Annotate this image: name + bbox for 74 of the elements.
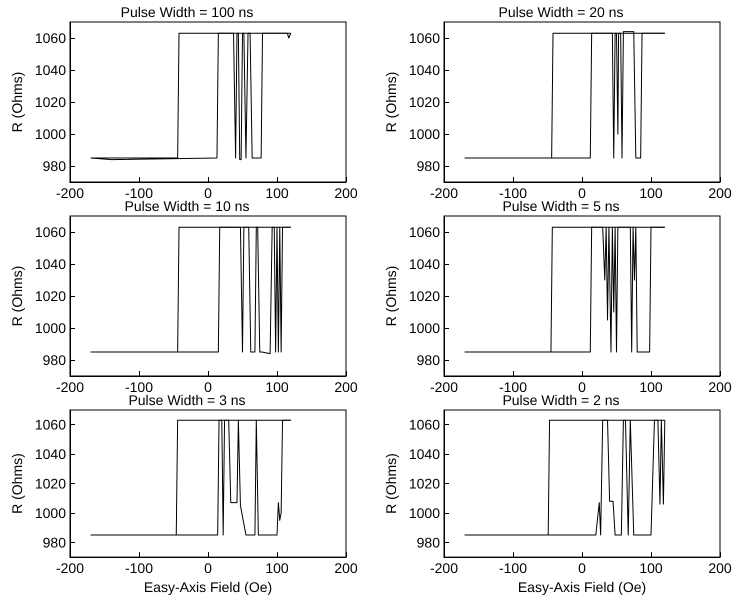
x-tick-label: 200 (334, 379, 358, 395)
x-tick-label: -200 (56, 379, 84, 395)
y-tick-label: 1060 (34, 416, 66, 433)
y-tick-label: 1040 (408, 256, 440, 272)
x-tick-label: 0 (204, 560, 212, 576)
y-tick-label: 1060 (408, 416, 440, 433)
x-tick-label: 0 (204, 185, 212, 201)
y-tick-label: 980 (416, 534, 440, 550)
x-tick-label: 100 (639, 379, 663, 395)
x-tick-label: 200 (334, 185, 358, 201)
y-tick-label: 1020 (408, 94, 440, 110)
y-axis-title: R (Ohms) (382, 72, 399, 132)
y-tick-label: 1000 (408, 504, 440, 521)
y-axis-title: R (Ohms) (382, 266, 399, 326)
y-tick-label: 1040 (34, 256, 66, 272)
y-tick-label: 1040 (408, 62, 440, 78)
y-tick-label: 1040 (34, 62, 66, 78)
y-tick-label: 980 (42, 158, 66, 174)
x-tick-label: -100 (498, 379, 528, 395)
x-tick-label: 200 (708, 379, 732, 395)
y-tick-label: 980 (416, 352, 440, 368)
y-tick-label: 980 (42, 534, 66, 550)
y-axis-title: R (Ohms) (8, 266, 25, 326)
x-tick-label: 200 (708, 185, 732, 201)
chart-title: Pulse Width = 5 ns (502, 198, 620, 214)
x-tick-label: -100 (124, 185, 154, 201)
y-tick-label: 1000 (34, 504, 66, 521)
y-tick-label: 1000 (34, 126, 66, 142)
y-tick-label: 1020 (34, 476, 66, 492)
y-tick-label: 980 (416, 158, 440, 174)
x-tick-label: 100 (639, 185, 663, 201)
x-tick-label: -100 (124, 560, 154, 576)
chart-title: Pulse Width = 10 ns (124, 198, 250, 214)
x-tick-label: 0 (204, 379, 212, 395)
y-tick-label: 1020 (408, 288, 440, 304)
y-tick-label: 980 (42, 352, 66, 368)
x-tick-label: 0 (578, 379, 586, 395)
x-tick-label: -200 (430, 379, 458, 395)
chart-title: Pulse Width = 3 ns (128, 392, 246, 408)
y-axis-title: R (Ohms) (8, 453, 25, 514)
x-tick-label: 100 (639, 560, 663, 576)
y-tick-label: 1000 (34, 320, 66, 336)
x-axis-title: Easy-Axis Field (Oe) (144, 579, 272, 595)
x-tick-label: 100 (265, 560, 289, 576)
x-tick-label: -100 (498, 560, 528, 576)
y-axis-title: R (Ohms) (8, 72, 25, 132)
x-tick-label: -200 (430, 560, 458, 576)
x-tick-label: -100 (498, 185, 528, 201)
y-tick-label: 1060 (34, 30, 66, 46)
x-tick-label: -200 (56, 185, 84, 201)
y-tick-label: 1040 (408, 446, 440, 462)
y-tick-label: 1040 (34, 446, 66, 462)
x-tick-label: 100 (265, 185, 289, 201)
y-axis-title: R (Ohms) (382, 453, 399, 514)
x-tick-label: -200 (430, 185, 458, 201)
chart-title: Pulse Width = 100 ns (120, 4, 254, 20)
y-tick-label: 1000 (408, 126, 440, 142)
x-tick-label: 0 (578, 185, 586, 201)
y-tick-label: 1000 (408, 320, 440, 336)
x-tick-label: -100 (124, 379, 154, 395)
y-tick-label: 1060 (408, 30, 440, 46)
x-axis-title: Easy-Axis Field (Oe) (518, 579, 646, 595)
chart-title: Pulse Width = 20 ns (498, 4, 624, 20)
x-tick-label: 200 (708, 560, 732, 576)
x-tick-label: 0 (578, 560, 586, 576)
y-tick-label: 1020 (34, 288, 66, 304)
x-tick-label: 200 (334, 560, 358, 576)
x-tick-label: -200 (56, 560, 84, 576)
chart-title: Pulse Width = 2 ns (502, 392, 620, 408)
x-tick-label: 100 (265, 379, 289, 395)
y-tick-label: 1060 (34, 224, 66, 240)
y-tick-label: 1060 (408, 224, 440, 240)
y-tick-label: 1020 (34, 94, 66, 110)
y-tick-label: 1020 (408, 476, 440, 492)
